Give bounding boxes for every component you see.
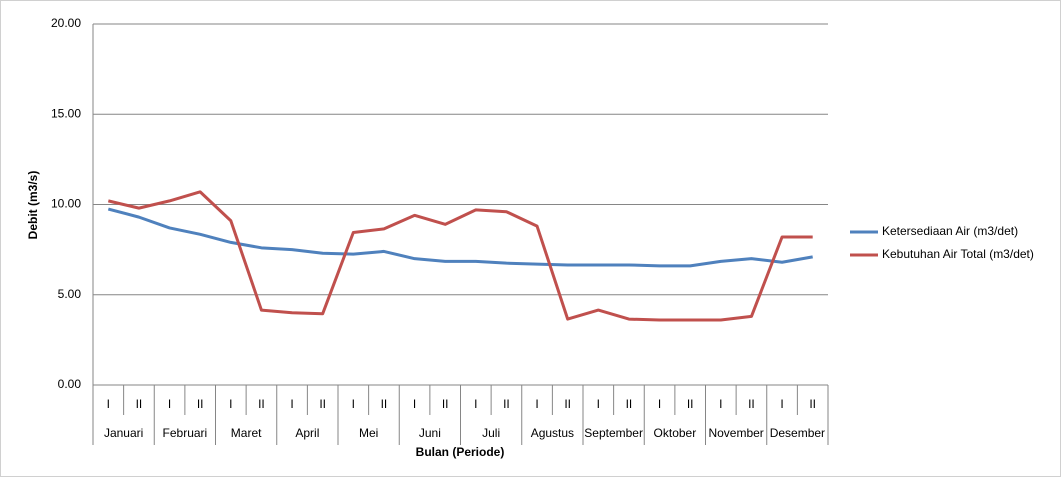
x-tick-label: I (229, 397, 232, 411)
series-line (107, 190, 813, 322)
y-tick-label: 20.00 (51, 16, 81, 30)
x-tick-label: I (719, 397, 722, 411)
x-tick-label: II (503, 397, 510, 411)
y-tick-label: 15.00 (51, 106, 81, 120)
x-tick-label: II (197, 397, 204, 411)
group-label: Juli (482, 426, 500, 440)
x-tick-label: II (626, 397, 633, 411)
x-tick-label: I (168, 397, 171, 411)
x-tick-label: II (809, 397, 816, 411)
group-label: September (584, 426, 643, 440)
x-tick-label: I (352, 397, 355, 411)
group-label: Agustus (531, 426, 574, 440)
y-axis-title: Debit (m3/s) (26, 171, 40, 240)
group-label: November (708, 426, 763, 440)
group-label: Desember (770, 426, 825, 440)
group-label: Oktober (654, 426, 697, 440)
group-label: Januari (104, 426, 143, 440)
y-tick-label: 10.00 (51, 197, 81, 211)
x-tick-label: II (319, 397, 326, 411)
x-tick-label: I (658, 397, 661, 411)
x-tick-label: I (780, 397, 783, 411)
group-label: April (295, 426, 319, 440)
x-tick-label: I (290, 397, 293, 411)
group-label: Mei (359, 426, 378, 440)
x-tick-label: II (136, 397, 143, 411)
x-tick-label: I (107, 397, 110, 411)
x-tick-label: II (748, 397, 755, 411)
group-label: Maret (231, 426, 262, 440)
y-tick-label: 0.00 (58, 377, 82, 391)
x-tick-label: II (381, 397, 388, 411)
x-tick-label: II (258, 397, 265, 411)
y-tick-label: 5.00 (58, 287, 82, 301)
group-label: Juni (419, 426, 441, 440)
x-axis-title: Bulan (Periode) (416, 445, 505, 459)
x-tick-label: I (535, 397, 538, 411)
group-label: Februari (163, 426, 208, 440)
x-tick-label: I (474, 397, 477, 411)
x-tick-label: II (442, 397, 449, 411)
x-tick-label: I (413, 397, 416, 411)
x-tick-label: I (597, 397, 600, 411)
x-tick-label: II (564, 397, 571, 411)
series-line (107, 207, 813, 268)
x-tick-label: II (687, 397, 694, 411)
legend-label: Kebutuhan Air Total (m3/det) (882, 247, 1034, 261)
legend-label: Ketersediaan Air (m3/det) (882, 224, 1018, 238)
